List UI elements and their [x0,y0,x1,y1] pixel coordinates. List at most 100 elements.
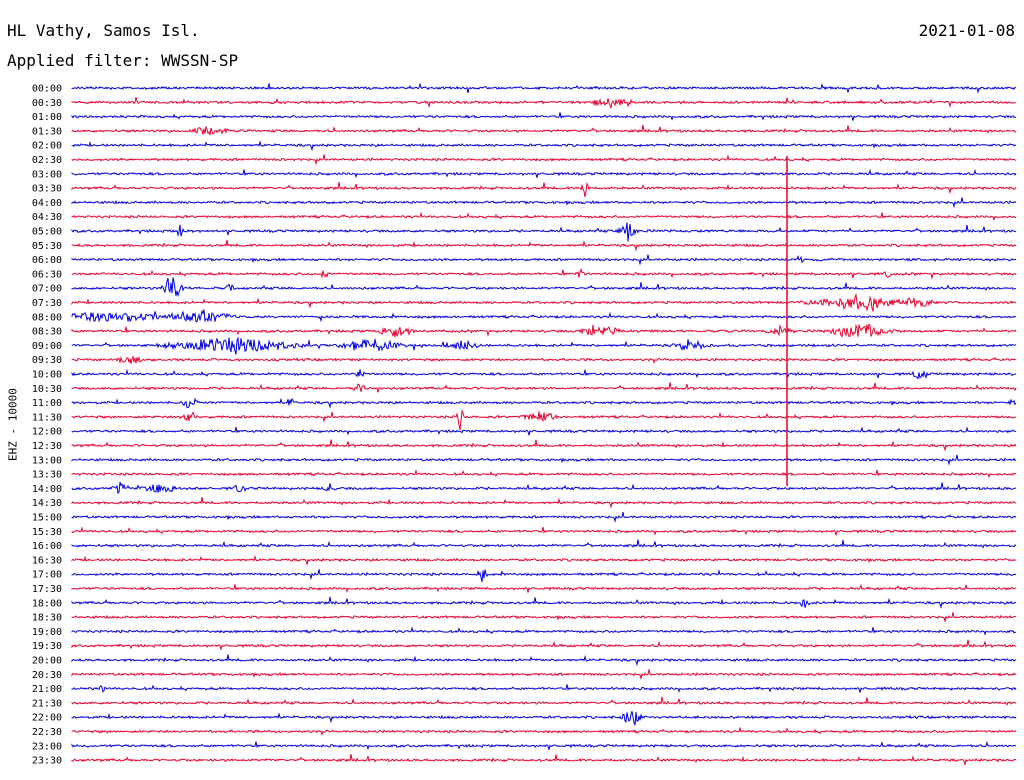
trace-time-label: 22:00 [32,713,62,724]
seismic-trace [71,112,1017,121]
seismic-trace [71,82,1017,94]
seismic-trace [71,309,1017,323]
seismic-trace [71,669,1017,681]
trace-time-label: 10:30 [32,384,62,395]
seismic-trace [71,469,1017,479]
trace-time-label: 08:30 [32,327,62,338]
seismic-trace [71,97,1017,109]
trace-time-label: 23:00 [32,741,62,752]
trace-time-label: 07:00 [32,284,62,295]
trace-time-label: 14:30 [32,498,62,509]
trace-time-label: 18:30 [32,613,62,624]
trace-time-label: 11:30 [32,412,62,423]
trace-time-label: 16:00 [32,541,62,552]
seismic-trace [71,154,1017,166]
seismic-trace [71,481,1017,495]
trace-time-label: 06:00 [32,255,62,266]
trace-time-label: 13:30 [32,470,62,481]
trace-time-label: 04:00 [32,198,62,209]
seismic-trace [71,596,1017,610]
trace-time-label: 11:00 [32,398,62,409]
trace-time-label: 15:30 [32,527,62,538]
seismic-trace [71,397,1017,409]
seismic-trace [71,511,1017,523]
station-title: HL Vathy, Samos Isl. [7,21,200,40]
trace-time-label: 15:00 [32,513,62,524]
seismic-trace [71,696,1017,706]
trace-time-label: 20:00 [32,656,62,667]
seismic-trace [71,554,1017,567]
trace-time-label: 01:30 [32,126,62,137]
trace-time-label: 02:00 [32,141,62,152]
trace-time-label: 08:00 [32,312,62,323]
seismic-trace [71,583,1017,593]
trace-time-label: 09:30 [32,355,62,366]
seismic-trace [71,526,1017,536]
trace-time-label: 17:30 [32,584,62,595]
seismic-trace [71,124,1017,136]
trace-time-label: 12:30 [32,441,62,452]
seismic-trace [71,355,1017,365]
trace-time-label: 06:30 [32,269,62,280]
filter-label: Applied filter: WWSSN-SP [7,51,239,70]
seismic-trace [71,741,1016,751]
seismic-trace [71,211,1016,222]
trace-time-label: 02:30 [32,155,62,166]
seismic-trace [71,254,1017,266]
seismic-trace [71,197,1017,209]
trace-time-label: 00:30 [32,98,62,109]
trace-time-label: 01:00 [32,112,62,123]
seismic-trace [71,626,1017,636]
seismic-trace [71,454,1017,466]
trace-time-label: 00:00 [32,84,62,95]
trace-time-label: 21:00 [32,684,62,695]
seismic-trace [71,140,1017,152]
trace-time-label: 20:30 [32,670,62,681]
seismic-trace [71,222,1017,242]
seismic-trace [71,292,1017,312]
trace-time-label: 19:30 [32,641,62,652]
seismic-trace [71,382,1017,393]
seismic-trace [71,439,1017,452]
seismic-trace [71,323,1017,338]
trace-time-label: 16:30 [32,555,62,566]
trace-time-label: 13:00 [32,455,62,466]
seismic-trace [71,181,1017,198]
seismic-trace [71,239,1017,252]
trace-time-label: 23:30 [32,756,62,767]
seismic-trace [71,754,1017,767]
trace-time-label: 12:00 [32,427,62,438]
trace-time-label: 22:30 [32,727,62,738]
date-label: 2021-01-08 [918,21,1015,40]
seismic-trace [71,726,1017,736]
seismic-trace [71,612,1017,624]
seismic-trace [71,336,1017,355]
seismic-trace [71,267,1017,280]
seismic-trace [71,277,1016,298]
trace-time-label: 03:30 [32,184,62,195]
trace-time-label: 07:30 [32,298,62,309]
seismic-trace [71,639,1016,650]
trace-time-label: 05:30 [32,241,62,252]
trace-time-label: 18:00 [32,598,62,609]
seismic-trace [71,569,1017,583]
seismic-trace [71,409,1017,430]
trace-time-label: 09:00 [32,341,62,352]
seismic-trace [71,169,1017,179]
trace-time-label: 05:00 [32,227,62,238]
seismic-trace [71,654,1017,667]
trace-time-label: 03:00 [32,169,62,180]
seismic-trace [71,368,1017,380]
trace-time-label: 10:00 [32,370,62,381]
trace-time-label: 14:00 [32,484,62,495]
seismic-trace [71,684,1017,693]
trace-time-label: 19:00 [32,627,62,638]
seismic-trace [71,711,1017,726]
trace-time-label: 17:00 [32,570,62,581]
seismic-trace [71,426,1017,436]
seismic-trace [71,497,1017,509]
trace-time-label: 04:30 [32,212,62,223]
trace-time-label: 21:30 [32,698,62,709]
seismic-trace [71,539,1017,549]
